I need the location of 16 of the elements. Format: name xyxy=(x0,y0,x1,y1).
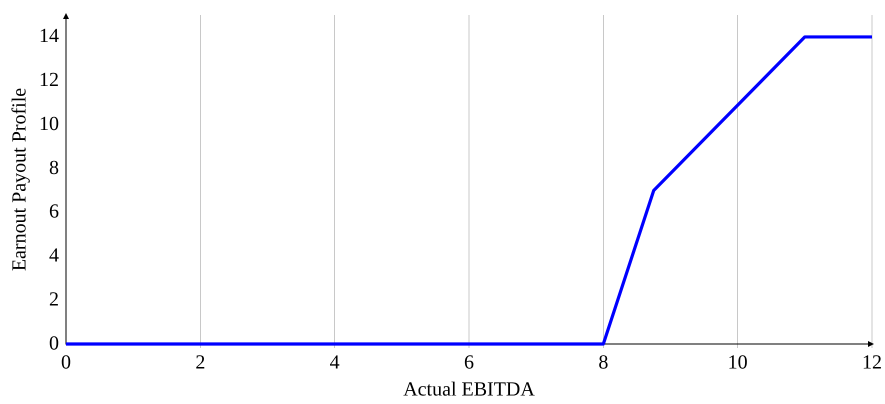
y-tick-label: 6 xyxy=(49,200,59,223)
y-tick-label: 2 xyxy=(49,288,59,310)
y-tick-label: 8 xyxy=(49,156,59,179)
x-tick-label: 4 xyxy=(330,351,340,374)
y-tick-label: 12 xyxy=(39,69,59,92)
x-tick-label: 12 xyxy=(862,351,882,374)
x-tick-label: 8 xyxy=(598,351,608,374)
y-tick-label: 14 xyxy=(39,25,59,48)
x-tick-label: 6 xyxy=(464,351,474,374)
y-tick-label: 0 xyxy=(49,332,59,354)
x-tick-label: 10 xyxy=(728,351,748,374)
x-axis-title: Actual EBITDA xyxy=(403,378,536,400)
x-tick-label: 2 xyxy=(195,351,206,374)
y-tick-label: 4 xyxy=(49,244,59,267)
y-tick-label: 10 xyxy=(39,112,59,135)
y-axis-title: Earnout Payout Profile xyxy=(8,88,30,272)
